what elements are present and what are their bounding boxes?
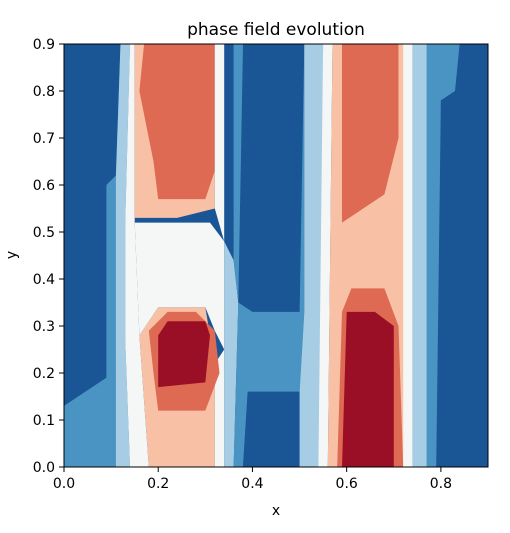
x-tick-label: 0.2 (147, 476, 169, 492)
contour-region-level-3 (214, 44, 225, 242)
contour-region-level-2 (412, 44, 427, 467)
y-tick-label: 0.7 (33, 131, 55, 147)
y-tick-label: 0.6 (33, 178, 55, 194)
contour-region-level-0 (436, 44, 488, 467)
x-axis-label: x (272, 503, 280, 519)
contour-region-level-2 (299, 44, 324, 467)
y-tick-label: 0.3 (33, 319, 55, 335)
contour-region-level-5 (139, 44, 215, 200)
y-tick-label: 0.8 (33, 84, 55, 100)
contour-region-level-1 (64, 44, 126, 467)
x-tick-label: 0.6 (336, 476, 358, 492)
y-axis: 0.0 0.1 0.2 0.3 0.4 0.5 0.6 0.7 0.8 0.9 (33, 37, 64, 476)
contour-region-level-0 (64, 44, 116, 406)
y-tick-label: 0.4 (33, 272, 55, 288)
x-tick-label: 0.8 (430, 476, 452, 492)
contour-region-level-3 (403, 44, 413, 467)
contour-region-level-6 (158, 321, 210, 388)
contour-region-level-1 (426, 44, 460, 467)
plot-frame (63, 43, 489, 468)
y-tick-label: 0.0 (33, 460, 55, 476)
chart-title: phase field evolution (187, 20, 365, 40)
x-tick-label: 0.0 (53, 476, 75, 492)
x-axis: 0.0 0.2 0.4 0.6 0.8 (53, 467, 452, 492)
x-tick-label: 0.4 (241, 476, 263, 492)
contour-regions (64, 44, 488, 467)
contour-region-level-2 (115, 44, 130, 467)
contour-region-level-5 (342, 44, 399, 223)
y-axis-label: y (4, 251, 20, 259)
contour-region-level-3 (318, 44, 333, 467)
y-tick-label: 0.1 (33, 413, 55, 429)
y-tick-label: 0.5 (33, 225, 55, 241)
contour-region-level-3 (134, 222, 225, 350)
y-tick-label: 0.9 (33, 37, 55, 53)
contour-region-level-0 (243, 391, 300, 467)
contour-region-level-3 (125, 44, 149, 467)
contour-region-level-0 (238, 44, 305, 312)
y-tick-label: 0.2 (33, 366, 55, 382)
contour-region-level-2 (224, 241, 239, 467)
contour-region-level-6 (342, 311, 394, 467)
